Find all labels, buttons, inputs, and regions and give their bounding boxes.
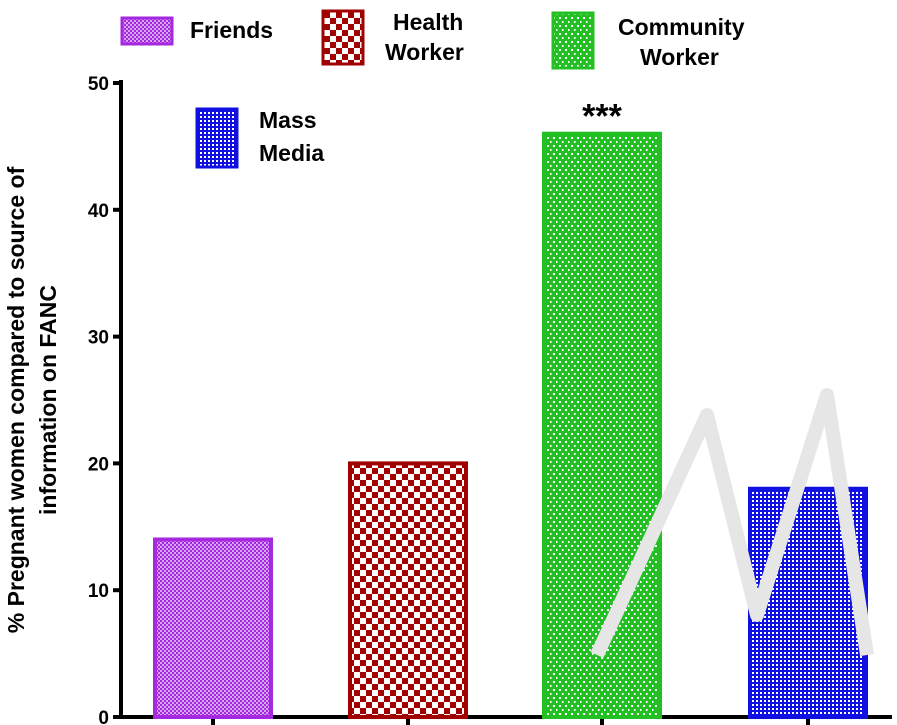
legend-label-community-worker-line2: Worker bbox=[640, 44, 719, 70]
y-ticks: 0 10 20 30 40 50 bbox=[88, 74, 121, 725]
y-tick-label: 30 bbox=[88, 328, 109, 349]
legend-swatch-health-worker bbox=[321, 9, 365, 66]
legend-swatch-community-worker bbox=[551, 11, 595, 70]
y-axis-title: % Pregnant women compared to source of i… bbox=[3, 166, 61, 633]
bars bbox=[153, 131, 868, 720]
y-tick-label: 10 bbox=[88, 581, 109, 602]
legend-swatch-mass-media bbox=[195, 107, 239, 169]
y-tick-label: 0 bbox=[98, 708, 109, 725]
bar-health-worker bbox=[348, 461, 468, 719]
bar-community-worker bbox=[542, 131, 662, 720]
bar-mass-media bbox=[748, 486, 868, 720]
legend-label-friends: Friends bbox=[190, 17, 273, 43]
y-axis-title-line1: % Pregnant women compared to source of bbox=[3, 166, 29, 633]
y-axis-title-line2: information on FANC bbox=[35, 285, 61, 515]
legend-label-mass-media-line1: Mass bbox=[259, 107, 317, 133]
significance-annotation: *** bbox=[582, 98, 622, 136]
annotations: *** bbox=[582, 98, 622, 136]
legend-label-community-worker-line1: Community bbox=[618, 14, 745, 40]
legend-swatch-friends bbox=[120, 16, 174, 46]
legend-label-health-worker-line1: Health bbox=[393, 9, 463, 35]
legend-label-health-worker-line2: Worker bbox=[385, 39, 464, 65]
y-tick-label: 20 bbox=[88, 454, 109, 475]
y-tick-label: 50 bbox=[88, 74, 109, 95]
legend-label-mass-media-line2: Media bbox=[259, 140, 324, 166]
legend: Friends Health Worker Community Worker M… bbox=[120, 9, 745, 169]
y-tick-label: 40 bbox=[88, 201, 109, 222]
bar-friends bbox=[153, 537, 273, 719]
